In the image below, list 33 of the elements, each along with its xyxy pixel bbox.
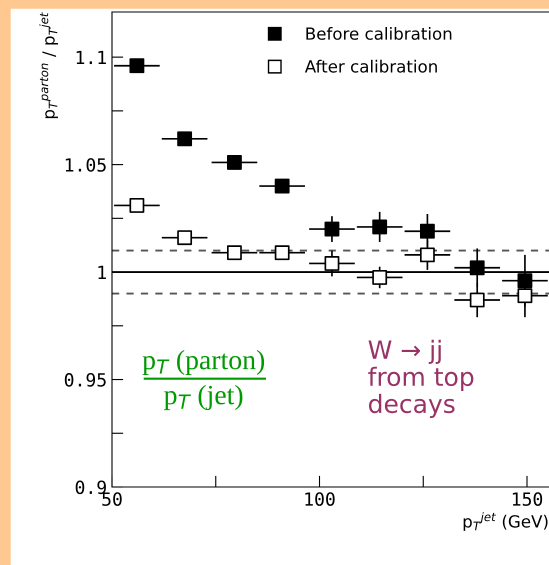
legend-label: Before calibration <box>306 27 452 40</box>
y-tick-label: 0.95 <box>64 373 106 387</box>
point <box>177 230 192 246</box>
point <box>372 220 388 234</box>
y-tick-label: 1.1 <box>76 50 106 64</box>
legend-label: After calibration <box>304 60 437 73</box>
point <box>518 288 532 304</box>
point <box>518 273 532 288</box>
x-axis-title: p$_{T}$$^{jet}$ (GeV) <box>464 512 548 531</box>
x-tick-label: 150 <box>512 492 542 506</box>
y-tick-label: 0.9 <box>76 480 106 494</box>
point <box>274 178 290 194</box>
point <box>324 222 340 237</box>
point <box>177 131 192 146</box>
annotation: p$_{T}$ (jet) <box>164 384 242 410</box>
point <box>372 270 388 285</box>
point <box>470 292 485 308</box>
point <box>420 247 435 262</box>
point <box>227 245 242 260</box>
x-tick-label: 50 <box>102 492 122 506</box>
point <box>470 260 485 276</box>
y-axis-title: p$_{T}$$^{parton}$ / p$_{T}$$^{jet}$ <box>39 12 58 118</box>
y-tick-label: 1 <box>98 266 106 279</box>
point <box>227 155 242 170</box>
point <box>274 245 290 260</box>
annotation: W → jj from top decays <box>368 340 474 418</box>
point <box>324 256 340 271</box>
point <box>129 198 144 213</box>
x-tick-label: 100 <box>305 492 335 506</box>
annotation: p$_{T}$ (parton) <box>142 350 264 376</box>
point <box>420 224 435 239</box>
point <box>129 58 144 74</box>
y-tick-label: 1.05 <box>66 158 106 172</box>
